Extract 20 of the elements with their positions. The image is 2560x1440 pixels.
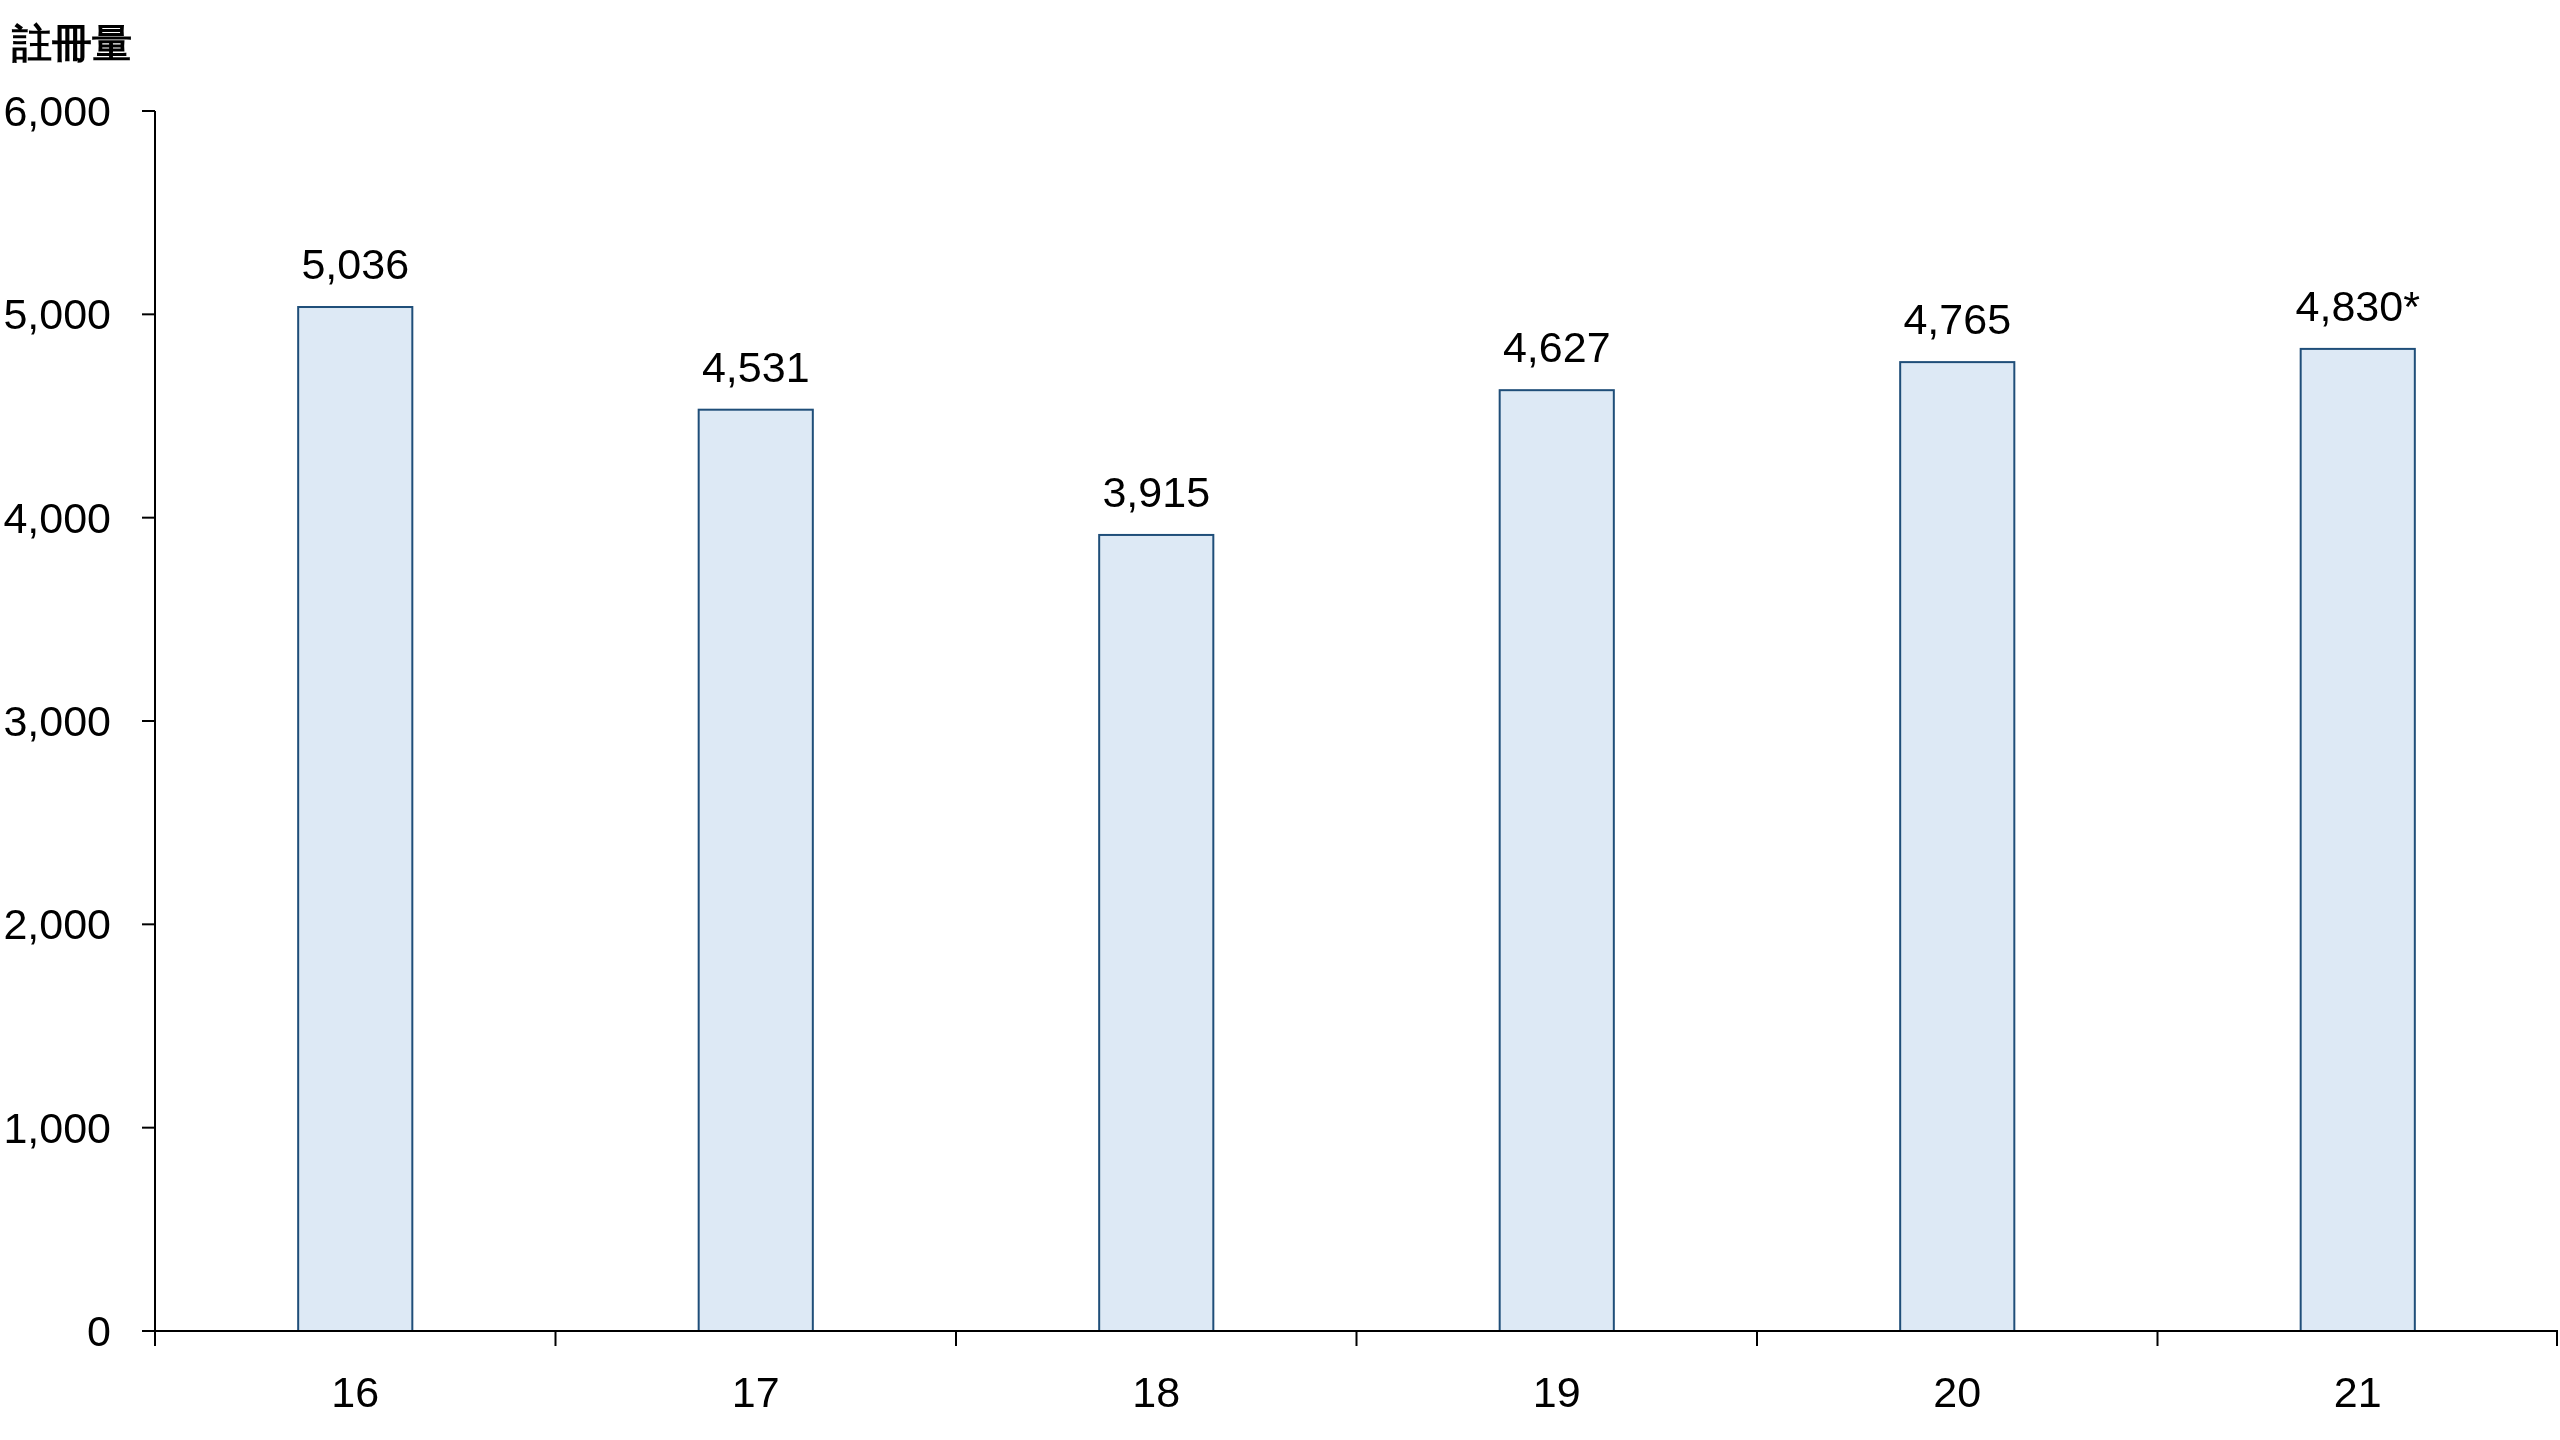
x-tick-label: 21 [2333,1368,2382,1416]
data-label: 3,915 [1102,467,1211,516]
data-label: 4,765 [1903,295,2012,344]
y-tick-label: 6,000 [3,87,111,135]
data-label: 4,830* [2295,281,2421,330]
y-tick-label: 5,000 [3,290,111,339]
y-tick-label: 3,000 [3,697,111,745]
y-tick-label: 4,000 [3,493,111,542]
x-tick-label: 20 [1933,1368,1982,1416]
y-axis-title: 註冊量 [11,21,132,65]
y-tick-label: 2,000 [3,900,111,949]
y-tick-label: 0 [87,1307,111,1355]
x-tick-label: 16 [331,1368,380,1416]
x-tick-label: 18 [1132,1368,1181,1416]
x-tick-label: 17 [731,1368,780,1416]
x-tick-label: 19 [1532,1368,1581,1416]
data-label: 5,036 [301,240,410,289]
data-label: 4,627 [1502,323,1611,372]
data-label: 4,531 [701,342,810,391]
y-tick-label: 1,000 [3,1103,111,1152]
